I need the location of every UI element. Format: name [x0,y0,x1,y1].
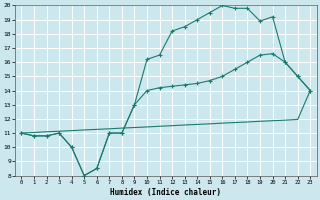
X-axis label: Humidex (Indice chaleur): Humidex (Indice chaleur) [110,188,221,197]
